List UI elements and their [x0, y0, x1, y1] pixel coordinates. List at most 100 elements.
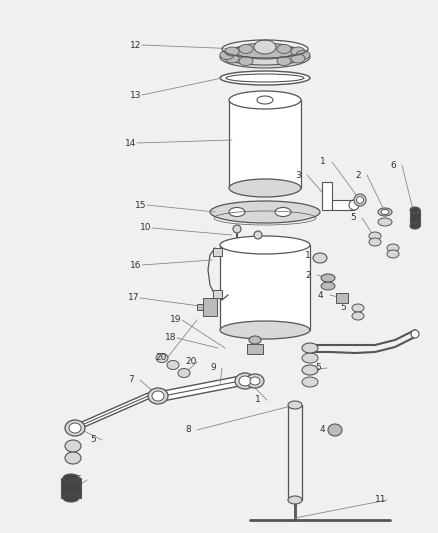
Ellipse shape: [233, 225, 241, 233]
Ellipse shape: [321, 282, 335, 290]
Text: 8: 8: [185, 425, 191, 434]
Ellipse shape: [257, 96, 273, 104]
Ellipse shape: [275, 207, 291, 216]
Polygon shape: [410, 210, 420, 226]
Ellipse shape: [65, 452, 81, 464]
Text: 20: 20: [185, 358, 196, 367]
Text: 2: 2: [355, 171, 360, 180]
Text: 9: 9: [210, 364, 216, 373]
Ellipse shape: [239, 56, 253, 66]
Text: 6: 6: [390, 160, 396, 169]
Polygon shape: [229, 100, 301, 188]
Ellipse shape: [369, 238, 381, 246]
Ellipse shape: [352, 304, 364, 312]
Polygon shape: [220, 245, 310, 330]
Ellipse shape: [321, 274, 335, 282]
Text: 5: 5: [90, 435, 96, 445]
Ellipse shape: [410, 207, 420, 213]
Ellipse shape: [411, 330, 419, 338]
Ellipse shape: [291, 47, 305, 56]
Text: 11: 11: [375, 496, 386, 505]
Text: 18: 18: [165, 334, 177, 343]
Ellipse shape: [246, 374, 264, 388]
Text: 7: 7: [128, 376, 134, 384]
Text: 3: 3: [295, 171, 301, 180]
Ellipse shape: [225, 54, 239, 63]
Ellipse shape: [69, 423, 81, 433]
Ellipse shape: [410, 223, 420, 229]
Ellipse shape: [148, 388, 168, 404]
Text: 20: 20: [155, 353, 166, 362]
Text: 5: 5: [350, 214, 356, 222]
Ellipse shape: [302, 377, 318, 387]
Ellipse shape: [65, 440, 81, 452]
Ellipse shape: [277, 56, 291, 66]
Ellipse shape: [381, 209, 389, 214]
Ellipse shape: [229, 179, 301, 197]
Ellipse shape: [254, 231, 262, 239]
Ellipse shape: [63, 474, 79, 482]
Ellipse shape: [302, 343, 318, 353]
Ellipse shape: [296, 51, 310, 60]
Ellipse shape: [229, 91, 301, 109]
Ellipse shape: [220, 71, 310, 85]
Ellipse shape: [229, 207, 245, 216]
Text: 12: 12: [130, 41, 141, 50]
Text: 5: 5: [340, 303, 346, 312]
Text: 14: 14: [125, 139, 136, 148]
Ellipse shape: [226, 74, 304, 82]
Ellipse shape: [302, 365, 318, 375]
Ellipse shape: [387, 244, 399, 252]
Ellipse shape: [349, 200, 359, 210]
Text: 15: 15: [135, 200, 146, 209]
Polygon shape: [197, 304, 203, 310]
Text: 4: 4: [320, 425, 325, 434]
Ellipse shape: [250, 377, 260, 385]
Polygon shape: [213, 290, 222, 298]
Ellipse shape: [302, 353, 318, 363]
Ellipse shape: [156, 353, 168, 362]
Ellipse shape: [220, 46, 310, 68]
Ellipse shape: [152, 391, 164, 401]
Ellipse shape: [354, 194, 366, 206]
Ellipse shape: [249, 336, 261, 344]
Text: 4: 4: [318, 290, 324, 300]
Text: 1: 1: [305, 251, 311, 260]
Text: 17: 17: [128, 294, 139, 303]
Ellipse shape: [178, 368, 190, 377]
Polygon shape: [332, 200, 354, 210]
Ellipse shape: [63, 494, 79, 502]
Ellipse shape: [357, 197, 364, 204]
Ellipse shape: [291, 54, 305, 63]
Polygon shape: [213, 248, 222, 256]
Text: 6: 6: [75, 475, 81, 484]
Ellipse shape: [239, 376, 251, 386]
Ellipse shape: [328, 424, 342, 436]
Text: 5: 5: [315, 364, 321, 373]
Ellipse shape: [387, 250, 399, 258]
Ellipse shape: [288, 496, 302, 504]
Ellipse shape: [378, 208, 392, 216]
Text: 19: 19: [170, 316, 181, 325]
Ellipse shape: [352, 312, 364, 320]
Ellipse shape: [235, 373, 255, 389]
Ellipse shape: [210, 201, 320, 223]
Text: 13: 13: [130, 91, 141, 100]
Text: 1: 1: [320, 157, 326, 166]
Text: 10: 10: [140, 223, 152, 232]
Ellipse shape: [220, 236, 310, 254]
Ellipse shape: [220, 51, 234, 60]
Text: 2: 2: [305, 271, 311, 279]
Text: 1: 1: [255, 395, 261, 405]
Ellipse shape: [254, 40, 276, 54]
Text: 16: 16: [130, 261, 141, 270]
Ellipse shape: [235, 43, 295, 59]
Polygon shape: [61, 478, 81, 498]
Polygon shape: [336, 293, 348, 303]
Polygon shape: [203, 298, 217, 316]
Ellipse shape: [378, 218, 392, 226]
Polygon shape: [322, 182, 332, 210]
Ellipse shape: [277, 44, 291, 53]
Polygon shape: [247, 344, 263, 354]
Ellipse shape: [369, 232, 381, 240]
